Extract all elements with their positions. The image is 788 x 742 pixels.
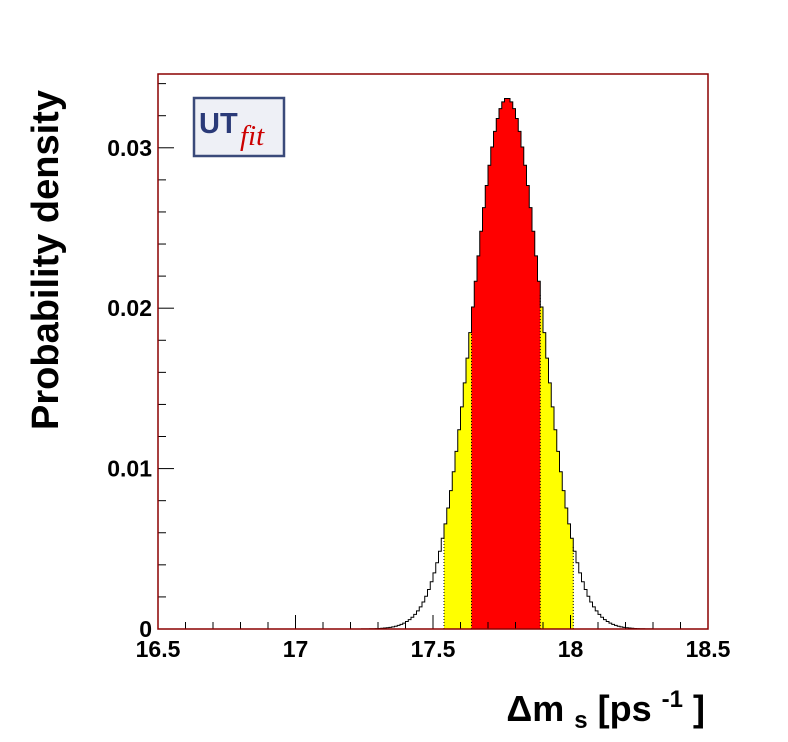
x-axis-title-sup: -1 [662,686,683,713]
utfit-logo-script: fit [240,120,265,152]
histogram-bin [501,101,505,629]
y-tick-label: 0.01 [107,456,152,482]
y-tick-label: 0.02 [107,295,152,321]
x-tick-label: 17.5 [411,636,456,662]
histogram-bin [548,382,552,629]
histogram-bin [554,429,558,629]
histogram-bin [468,332,472,629]
x-tick-label: 16.5 [136,636,181,662]
histogram-bin [551,406,555,629]
histogram-bin [485,185,489,629]
utfit-logo: UT fit [192,96,286,158]
histogram-bin [479,231,483,630]
histogram-bin [444,523,448,629]
histogram-bin [518,131,522,629]
plot-area [158,97,708,630]
y-axis-title: Probability density [25,90,67,430]
histogram-outline [158,97,708,630]
histogram-bin [537,281,541,629]
y-tick-label: 0.03 [107,135,152,161]
histogram-bin [446,508,450,629]
histogram-bin [460,406,464,629]
histogram-bin [449,490,453,629]
histogram-bin [529,207,533,629]
x-tick-label: 17 [283,636,309,662]
histogram-bin [499,108,503,630]
histogram-bin [532,231,536,630]
histogram-bin [504,98,508,629]
x-tick-label: 18 [558,636,584,662]
x-axis-title-prefix: Δm [506,688,564,729]
x-axis-title-sub: s [574,707,587,734]
histogram-bin [570,538,574,629]
histogram-bin [543,332,547,629]
histogram-bin [477,255,481,629]
histogram-bin [562,490,566,629]
x-tick-label: 18.5 [686,636,731,662]
x-axis: 16.5 17 17.5 18 18.5 [136,615,731,662]
histogram-bin [545,358,549,629]
histogram-bin [510,101,514,629]
histogram-bin [455,451,459,629]
histogram-bin [457,429,461,629]
histogram-bin [521,147,525,630]
histogram-bin [471,306,475,629]
histogram-bin [534,255,538,629]
histogram-bin [463,382,467,629]
histogram-bin [523,165,527,630]
histogram-bin [512,108,516,630]
histogram-bin [490,147,494,630]
y-axis: 0 0.01 0.02 0.03 [107,74,174,642]
histogram-bin [507,98,511,629]
histogram-bin [567,523,571,629]
plot-frame [157,73,709,630]
y-tick-label: 0 [139,616,152,642]
histogram-bin [526,185,530,629]
histogram-bin [540,306,544,629]
histogram-bin [559,471,563,629]
x-axis-title: Δm s [ps -1 ] [506,674,705,736]
histogram-bin [466,358,470,629]
histogram-bin [488,165,492,630]
histogram-bin [565,508,569,629]
histogram-bin [482,207,486,629]
histogram-bin [474,281,478,629]
x-axis-title-mid: [ps [598,688,652,729]
utfit-logo-main: UT [199,108,238,140]
histogram-bin [493,131,497,629]
histogram-bin [496,118,500,630]
histogram-bin [452,471,456,629]
histogram-bin [515,118,519,630]
histogram-bin [556,451,560,629]
x-axis-title-suffix: ] [693,688,705,729]
